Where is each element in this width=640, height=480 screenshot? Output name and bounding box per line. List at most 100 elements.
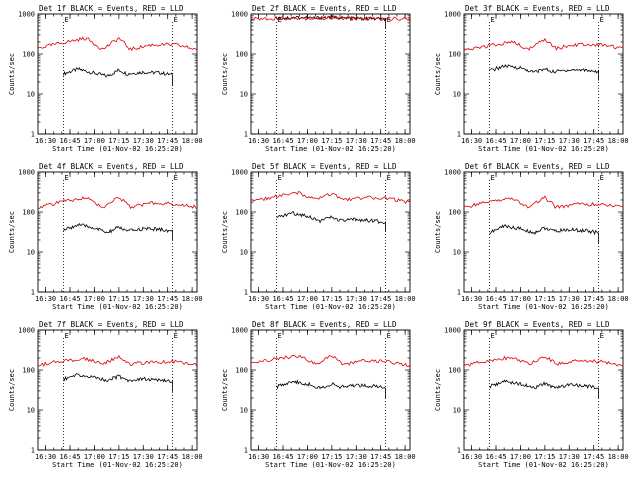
y-tick-label: 1000	[444, 169, 461, 177]
y-tick-label: 10	[453, 249, 461, 257]
y-tick-label: 1000	[231, 169, 248, 177]
chart-panel-1: Det 1f BLACK = Events, RED = LLD 1 10 100 10…	[8, 4, 203, 153]
x-axis-label: Start Time (01-Nov-02 16:25:20)	[265, 461, 396, 469]
series-lld-red	[250, 15, 411, 22]
series-lld-red	[463, 355, 623, 367]
x-tick-label: 17:30	[346, 137, 367, 145]
x-tick-label: 17:00	[510, 453, 531, 461]
x-tick-label: 17:30	[559, 453, 580, 461]
x-tick-label: 16:45	[272, 453, 293, 461]
series-events-black	[489, 224, 599, 243]
y-tick-label: 1000	[231, 11, 248, 19]
chart-title: Det 6f BLACK = Events, RED = LLD	[465, 162, 610, 171]
chart-panel-3: Det 3f BLACK = Events, RED = LLD 1 10 100 10…	[434, 4, 629, 153]
x-tick-label: 16:30	[461, 137, 482, 145]
chart-panel-6: Det 6f BLACK = Events, RED = LLD 1 10 100 10…	[434, 162, 629, 311]
y-axis-label: Counts/sec	[221, 53, 229, 95]
y-tick-label: 1	[31, 131, 35, 139]
x-tick-label: 18:00	[395, 453, 416, 461]
x-tick-label: 17:45	[157, 453, 178, 461]
chart-title: Det 3f BLACK = Events, RED = LLD	[465, 4, 610, 13]
plot-frame	[463, 13, 624, 135]
y-tick-label: 10	[27, 407, 35, 415]
x-tick-label: 17:15	[108, 295, 129, 303]
x-tick-label: 17:45	[370, 295, 391, 303]
series-events-black	[276, 379, 387, 399]
x-tick-label: 17:00	[297, 453, 318, 461]
series-events-black	[63, 66, 174, 86]
x-tick-label: 16:45	[272, 295, 293, 303]
y-tick-label: 1	[244, 131, 248, 139]
plot-frame	[250, 13, 411, 135]
series-lld-red	[250, 354, 411, 368]
x-axis-label: Start Time (01-Nov-02 16:25:20)	[478, 303, 609, 311]
x-tick-label: 17:00	[510, 295, 531, 303]
x-tick-label: 16:30	[248, 453, 269, 461]
x-axis-label: Start Time (01-Nov-02 16:25:20)	[52, 461, 183, 469]
x-axis-label: Start Time (01-Nov-02 16:25:20)	[265, 303, 396, 311]
x-axis-label: Start Time (01-Nov-02 16:25:20)	[478, 461, 609, 469]
event-marker-label: E	[174, 16, 178, 24]
event-marker-label: E	[278, 332, 282, 340]
series-lld-red	[463, 195, 624, 209]
x-tick-label: 16:45	[59, 453, 80, 461]
x-tick-label: 16:45	[485, 295, 506, 303]
series-events-black	[276, 14, 387, 29]
y-axis-label: Counts/sec	[434, 211, 442, 253]
x-tick-label: 17:30	[559, 137, 580, 145]
event-marker-label: E	[600, 16, 604, 24]
event-marker-label: E	[65, 332, 69, 340]
y-tick-label: 100	[448, 51, 461, 59]
y-tick-label: 10	[453, 407, 461, 415]
series-lld-red	[37, 196, 198, 210]
x-tick-label: 17:45	[157, 295, 178, 303]
y-tick-label: 1000	[18, 11, 35, 19]
event-marker-label: E	[387, 16, 391, 24]
x-tick-label: 16:45	[485, 453, 506, 461]
event-marker-label: E	[491, 332, 495, 340]
series-events-black	[63, 222, 174, 241]
y-tick-label: 10	[453, 91, 461, 99]
chart-panel-9: Det 9f BLACK = Events, RED = LLD 1 10 100 10…	[434, 320, 629, 469]
x-axis-label: Start Time (01-Nov-02 16:25:20)	[265, 145, 396, 153]
series-events-black	[489, 64, 599, 81]
event-marker-label: E	[174, 332, 178, 340]
x-tick-label: 16:30	[35, 137, 56, 145]
x-tick-label: 16:45	[59, 295, 80, 303]
x-tick-label: 17:45	[583, 453, 604, 461]
x-tick-label: 17:30	[346, 295, 367, 303]
x-tick-label: 18:00	[608, 453, 629, 461]
x-tick-label: 16:30	[248, 295, 269, 303]
y-tick-label: 1000	[444, 327, 461, 335]
chart-panel-7: Det 7f BLACK = Events, RED = LLD 1 10 100 10…	[8, 320, 203, 469]
event-marker-label: E	[174, 174, 178, 182]
x-tick-label: 18:00	[608, 137, 629, 145]
y-tick-label: 1	[457, 131, 461, 139]
chart-panel-2: Det 2f BLACK = Events, RED = LLD 1 10 100 10…	[221, 4, 416, 153]
plot-frame	[463, 329, 624, 451]
event-marker-label: E	[387, 174, 391, 182]
x-tick-label: 17:45	[583, 295, 604, 303]
x-tick-label: 17:45	[583, 137, 604, 145]
x-tick-label: 18:00	[608, 295, 629, 303]
y-axis-label: Counts/sec	[221, 369, 229, 411]
y-tick-label: 100	[22, 209, 35, 217]
series-events-black	[489, 379, 599, 399]
y-tick-label: 1	[31, 289, 35, 297]
series-events-black	[63, 373, 174, 392]
x-tick-label: 16:30	[461, 295, 482, 303]
x-tick-label: 16:45	[485, 137, 506, 145]
event-marker-label: E	[491, 16, 495, 24]
y-axis-label: Counts/sec	[8, 369, 16, 411]
series-lld-red	[37, 36, 198, 52]
y-tick-label: 10	[27, 249, 35, 257]
event-marker-label: E	[600, 332, 604, 340]
x-tick-label: 16:30	[35, 295, 56, 303]
y-tick-label: 10	[27, 91, 35, 99]
chart-panel-8: Det 8f BLACK = Events, RED = LLD 1 10 100 10…	[221, 320, 416, 469]
y-tick-label: 1000	[231, 327, 248, 335]
series-lld-red	[37, 354, 198, 368]
x-tick-label: 18:00	[395, 295, 416, 303]
x-axis-label: Start Time (01-Nov-02 16:25:20)	[52, 145, 183, 153]
